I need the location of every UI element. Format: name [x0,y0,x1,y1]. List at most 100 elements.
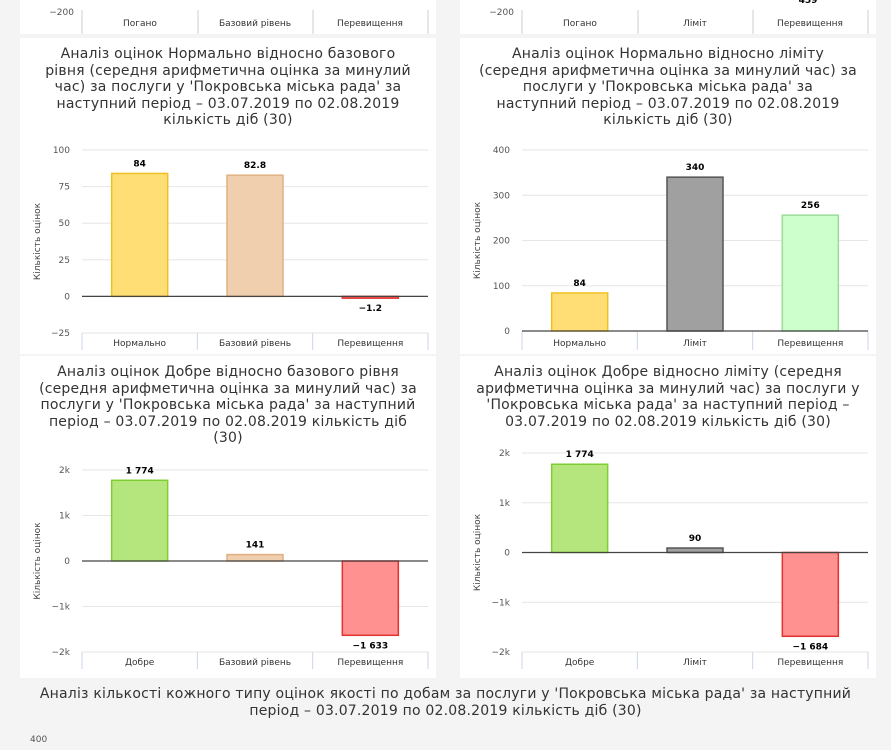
title-line: (30) [213,430,243,446]
y-tick-label: 2k [59,466,71,476]
chart-panel-good-baseline: Аналіз оцінок Добре відносно базового рі… [20,356,436,678]
y-tick-label: 25 [59,256,70,266]
title-line: час) за послуги у 'Покровська міська рад… [54,79,402,95]
category-label: Перевищення [777,658,843,668]
chart-title: Аналіз оцінок Нормально відносно ліміту … [460,46,876,129]
chart-panel-normal-limit: Аналіз оцінок Нормально відносно ліміту … [460,38,876,354]
top-left-cat-3: Перевищення [337,19,403,29]
top-left-cat-1: Погано [123,19,157,29]
data-label: 90 [689,534,702,544]
y-tick-label: 2k [499,449,511,459]
bar [781,551,840,638]
chart-panel-normal-baseline: Аналіз оцінок Нормально відносно базовог… [20,38,436,354]
title-line: Аналіз кількості кожного типу оцінок яко… [39,686,852,702]
bar [226,553,284,562]
category-label: Добре [125,658,155,668]
data-label: 82.8 [244,161,266,171]
top-right-clipped-label: 459 [799,0,818,6]
y-tick-label: 200 [493,237,510,247]
title-line: Аналіз оцінок Нормально відносно ліміту [511,46,825,62]
title-line: 03.07.2019 по 02.08.2019 кількість діб (… [505,413,831,430]
data-label: 1 774 [126,466,154,476]
title-line: наступний період – 03.07.2019 по 02.08.2… [496,95,840,112]
category-label: Нормально [553,339,606,349]
category-label: Ліміт [683,658,707,668]
bar [781,214,840,332]
category-label: Перевищення [337,658,403,668]
y-axis-title: Кількість оцінок [473,513,483,591]
top-right-cat-3: Перевищення [777,19,843,29]
y-axis-title: Кількість оцінок [33,522,43,600]
title-line: (середня арифметична оцінка за минулий ч… [39,380,417,397]
data-label: 340 [686,163,705,173]
data-label: −1 684 [792,642,828,652]
category-label: Ліміт [683,339,707,349]
title-line: 'Покровська міська рада' за наступний пе… [486,397,850,413]
title-line: період – 03.07.2019 по 02.08.2019 кількі… [249,703,642,719]
chart-panel-good-limit: Аналіз оцінок Добре відносно ліміту (сер… [460,356,876,678]
category-label: Базовий рівень [219,658,291,668]
bar [341,560,400,637]
y-tick-label: −25 [51,329,70,339]
data-label: 256 [801,201,820,211]
top-strip-left: −200 Погано Базовий рівень Перевищення [20,0,436,34]
bar [110,479,169,562]
category-label: Перевищення [337,339,403,349]
top-strip-right: −200 459 Погано Ліміт Перевищення [460,0,876,34]
title-line: Аналіз оцінок Нормально відносно базовог… [60,46,396,62]
bar [666,176,724,332]
data-label: −1 633 [352,641,388,651]
y-tick-label: 50 [59,219,71,229]
bar [550,463,609,554]
title-line: послуги у 'Покровська міська рада' за [522,79,814,95]
data-label: 141 [246,541,265,551]
title-line: послуги у 'Покровська міська рада' за на… [40,397,416,413]
y-tick-label: 0 [64,292,70,302]
data-label: 84 [573,279,586,289]
top-right-cat-2: Ліміт [683,19,707,29]
y-tick-label: −1k [52,603,71,613]
data-label: 1 774 [566,450,594,460]
y-tick-label: 75 [59,183,70,193]
y-tick-label: 400 [493,146,510,156]
y-tick-label: 100 [493,282,510,292]
bar [550,292,609,332]
y-tick-label: 300 [493,191,510,201]
category-label: Перевищення [777,339,843,349]
title-line: арифметична оцінка за минулий час) за по… [476,380,860,397]
y-tick-label: −2k [492,648,511,658]
chart-title: Аналіз оцінок Добре відносно базового рі… [20,364,436,447]
bar [226,174,284,298]
title-line: (середня арифметична оцінка за минулий ч… [479,62,857,79]
y-tick-label: −1k [492,598,511,608]
category-label: Базовий рівень [219,339,291,349]
chart-svg: 400 300 200 100 0 Кількість оцінок 84 Нормально… [473,146,869,350]
top-strip-left-svg: −200 Погано Базовий рівень Перевищення [49,8,429,34]
chart-svg: 2k 1k 0 −1k −2k Кількість оцінок 1 774 Добре 141… [33,466,429,669]
title-line: період – 03.07.2019 по 02.08.2019 кількі… [48,413,408,430]
top-right-cat-1: Погано [563,19,597,29]
data-label: −1.2 [359,304,382,314]
y-tick-label: 1k [59,512,71,522]
y-tick-label: −2k [52,648,71,658]
category-label: Нормально [113,339,166,349]
title-line: рівня (середня арифметична оцінка за мин… [45,62,411,79]
chart-title: Аналіз оцінок Добре відносно ліміту (сер… [460,364,876,430]
y-tick-label: 100 [53,146,70,156]
y-axis-title: Кількість оцінок [473,201,483,279]
bar [666,547,724,554]
data-label: 84 [133,159,146,169]
title-line: кількість діб (30) [603,112,733,128]
title-line: наступний період – 03.07.2019 по 02.08.2… [56,95,400,112]
bottom-y-tick: 400 [30,735,48,745]
title-line: Аналіз оцінок Добре відносно ліміту (сер… [494,364,842,380]
y-tick-label: 0 [504,549,510,559]
category-label: Добре [565,658,595,668]
y-axis-title: Кількість оцінок [33,202,43,280]
top-right-tick: −200 [489,8,514,18]
title-line: кількість діб (30) [163,112,293,128]
y-tick-label: 1k [499,499,511,509]
top-left-cat-2: Базовий рівень [219,19,291,29]
title-line: Аналіз оцінок Добре відносно базового рі… [57,364,399,380]
chart-svg: 100 75 50 25 0 −25 Кількість оцінок 84 Нормально… [33,146,429,350]
